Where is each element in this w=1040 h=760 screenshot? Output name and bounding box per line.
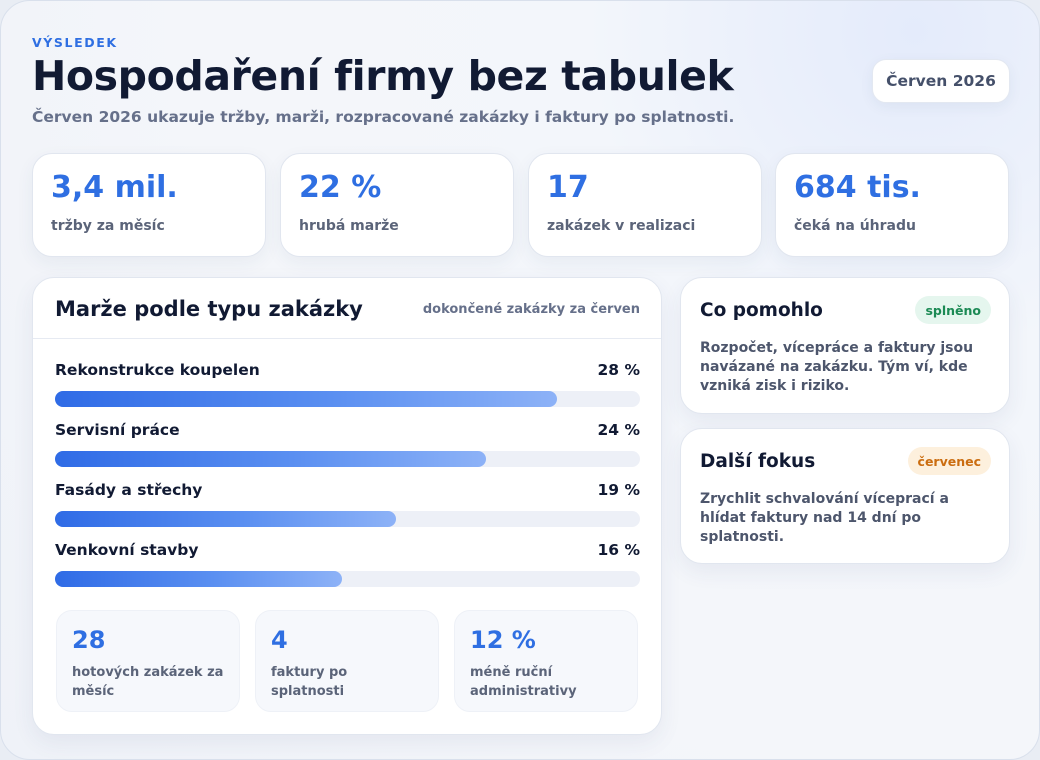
- chart-note: dokončené zakázky za červen: [422, 302, 640, 317]
- kpi-value: 684 tis.: [794, 170, 921, 205]
- eyebrow-label: VÝSLEDEK: [32, 35, 118, 50]
- page-title: Hospodaření firmy bez tabulek: [32, 52, 734, 100]
- bar-value-label: 19 %: [597, 481, 641, 499]
- margin-chart-card: Marže podle typu zakázky dokončené zakáz…: [32, 277, 662, 735]
- bar-value-label: 28 %: [597, 361, 641, 379]
- kpi-label: hrubá marže: [299, 218, 399, 234]
- kpi-card-projects: 17 zakázek v realizaci: [528, 153, 762, 257]
- stat-value: 28: [72, 626, 106, 654]
- stat-card-completed: 28 hotových zakázek za měsíc: [56, 610, 240, 712]
- kpi-value: 22 %: [299, 170, 382, 205]
- bar-row: Venkovní stavby 16 %: [55, 541, 641, 587]
- kpi-value: 3,4 mil.: [51, 170, 178, 205]
- next-focus-title: Další fokus: [700, 451, 816, 472]
- stat-card-admin: 12 % méně ruční administrativy: [454, 610, 638, 712]
- bar-value-label: 24 %: [597, 421, 641, 439]
- bar-label: Venkovní stavby: [55, 541, 199, 559]
- bar-track: [55, 511, 640, 527]
- bar-track: [55, 571, 640, 587]
- bar-label: Servisní práce: [55, 421, 180, 439]
- stat-label: hotových zakázek za měsíc: [72, 665, 224, 699]
- kpi-value: 17: [547, 170, 589, 205]
- kpi-label: čeká na úhradu: [794, 218, 916, 234]
- bar-value-label: 16 %: [597, 541, 641, 559]
- bar-fill: [55, 511, 396, 527]
- period-selector[interactable]: Červen 2026: [872, 59, 1010, 103]
- stat-card-overdue: 4 faktury po splatnosti: [255, 610, 439, 712]
- stat-value: 12 %: [470, 626, 536, 654]
- kpi-label: tržby za měsíc: [51, 218, 165, 234]
- stat-label: méně ruční administrativy: [470, 665, 577, 699]
- chart-title: Marže podle typu zakázky: [55, 297, 363, 321]
- bar-label: Rekonstrukce koupelen: [55, 361, 260, 379]
- bar-row: Fasády a střechy 19 %: [55, 481, 641, 527]
- next-focus-text: Zrychlit schvalování víceprací a hlídat …: [700, 491, 949, 545]
- stat-value: 4: [271, 626, 288, 654]
- bar-track: [55, 451, 640, 467]
- next-focus-card: Další fokus červenec Zrychlit schvalován…: [680, 428, 1010, 564]
- kpi-card-margin: 22 % hrubá marže: [280, 153, 514, 257]
- chart-header: Marže podle typu zakázky dokončené zakáz…: [33, 278, 661, 339]
- bar-track: [55, 391, 640, 407]
- kpi-card-revenue: 3,4 mil. tržby za měsíc: [32, 153, 266, 257]
- helped-text: Rozpočet, vícepráce a faktury jsou naváz…: [700, 340, 974, 394]
- bar-fill: [55, 571, 343, 587]
- bar-fill: [55, 451, 486, 467]
- helped-title: Co pomohlo: [700, 300, 823, 321]
- bar-row: Servisní práce 24 %: [55, 421, 641, 467]
- bar-row: Rekonstrukce koupelen 28 %: [55, 361, 641, 407]
- bar-fill: [55, 391, 558, 407]
- stat-label: faktury po splatnosti: [271, 665, 348, 699]
- kpi-label: zakázek v realizaci: [547, 218, 696, 234]
- helped-card: Co pomohlo splněno Rozpočet, vícepráce a…: [680, 277, 1010, 414]
- status-badge: splněno: [915, 296, 991, 324]
- bar-label: Fasády a střechy: [55, 481, 203, 499]
- kpi-card-receivables: 684 tis. čeká na úhradu: [775, 153, 1009, 257]
- month-badge: červenec: [907, 447, 991, 475]
- page-subtitle: Červen 2026 ukazuje tržby, marži, rozpra…: [32, 108, 735, 126]
